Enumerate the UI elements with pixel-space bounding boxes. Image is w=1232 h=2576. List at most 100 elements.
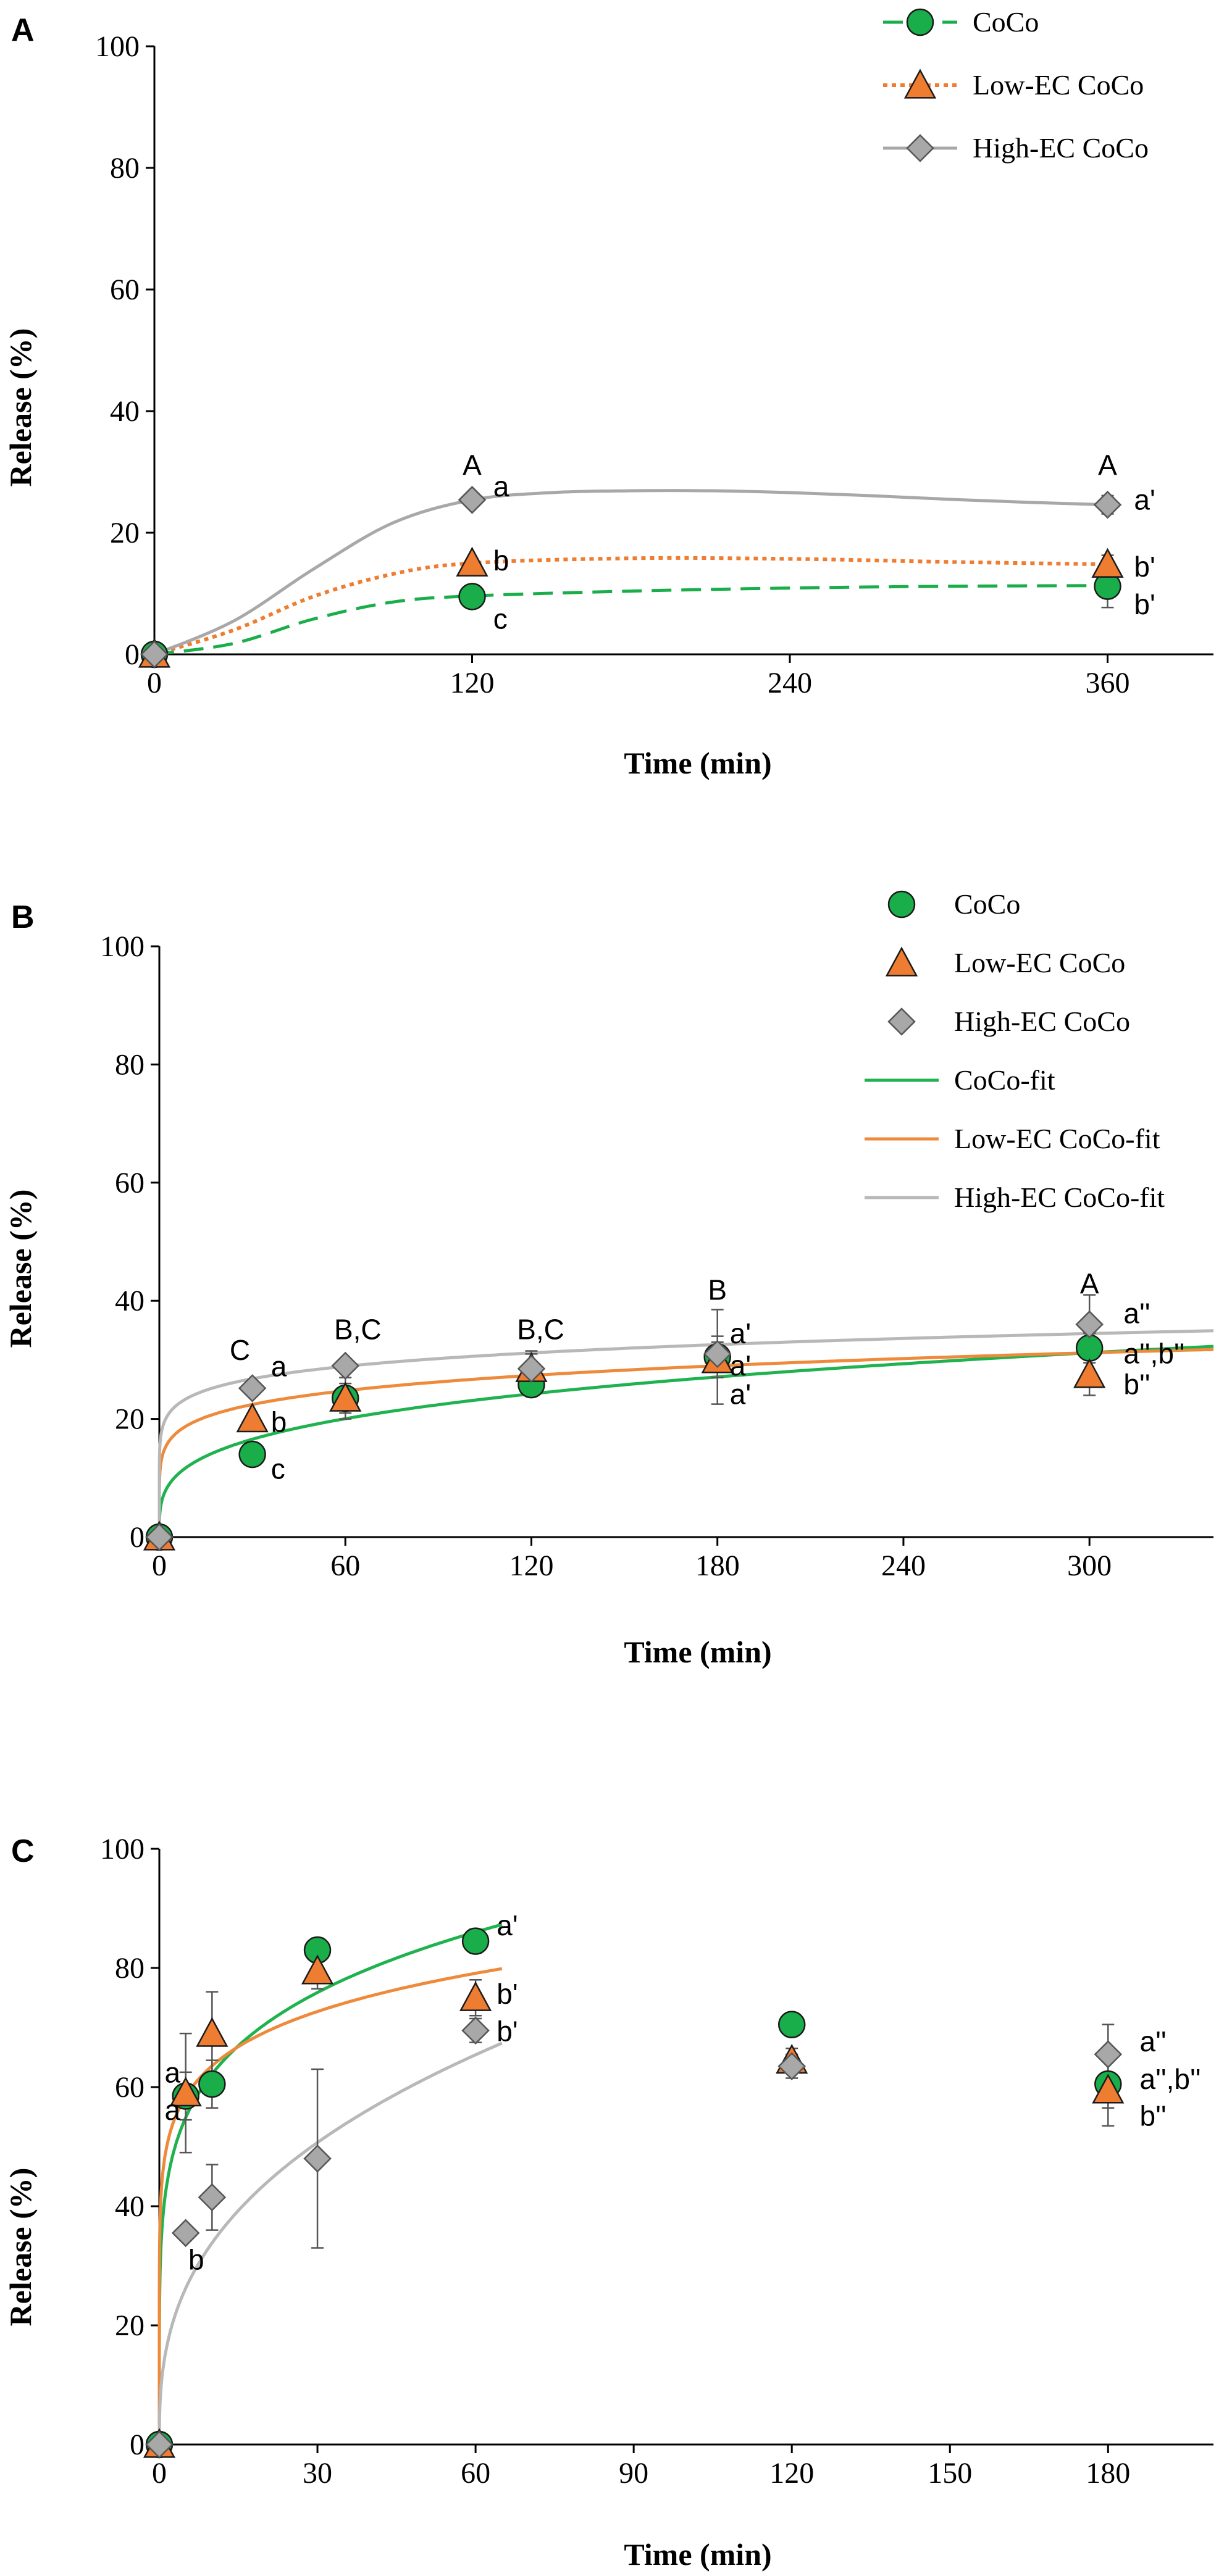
significance-label: a': [497, 1909, 518, 1941]
fit-line: [157, 1923, 503, 2445]
fit-line: [157, 1344, 1214, 1537]
x-axis-label: Time (min): [624, 746, 771, 780]
data-point: [1093, 490, 1122, 519]
significance-label: b': [497, 1978, 518, 2010]
legend-label: Low-EC CoCo-fit: [954, 1123, 1160, 1154]
x-tick-label: 0: [152, 1549, 167, 1582]
significance-label: b': [1134, 551, 1155, 583]
data-point: [236, 1402, 269, 1433]
y-axis-label: Release (%): [3, 328, 38, 487]
panel-letter-c: C: [11, 1833, 35, 1869]
panel-letter-b: B: [11, 899, 35, 935]
data-point: [777, 2052, 806, 2080]
y-axis-label: Release (%): [3, 2168, 38, 2327]
x-tick-label: 120: [450, 667, 495, 699]
significance-label: a'': [1123, 1298, 1150, 1330]
significance-label: B: [708, 1273, 727, 1306]
y-tick-label: 60: [110, 273, 140, 306]
fit-line: [157, 1329, 1214, 1537]
significance-label: b: [271, 1406, 287, 1438]
x-tick-label: 300: [1067, 1549, 1112, 1582]
x-tick-label: 180: [1086, 2457, 1130, 2490]
significance-label: c: [271, 1453, 285, 1485]
legend-label: High-EC CoCo: [954, 1006, 1130, 1037]
series-line: [154, 489, 1108, 656]
significance-label: a'',b'': [1140, 2063, 1201, 2095]
y-tick-label: 80: [110, 152, 140, 185]
significance-label: b'': [1123, 1368, 1150, 1400]
significance-label: B,C: [517, 1313, 564, 1345]
data-point: [198, 2183, 227, 2212]
legend-label: CoCo-fit: [954, 1064, 1055, 1096]
x-tick-label: 60: [330, 1549, 360, 1582]
panel-b: B Release (%) Time (min) 0 20 40 60 80 100 0 60…: [3, 888, 1214, 1669]
significance-label: a': [1134, 484, 1155, 516]
data-point: [458, 486, 487, 514]
data-point: [461, 1927, 490, 1955]
significance-label: a'': [1140, 2025, 1167, 2057]
data-point: [1075, 1334, 1104, 1362]
data-point: [458, 583, 486, 611]
y-tick-label: 0: [130, 2428, 145, 2461]
significance-label: b: [188, 2243, 204, 2275]
legend-label: CoCo: [954, 888, 1020, 920]
y-tick-label: 20: [115, 2309, 145, 2342]
x-tick-label: 90: [619, 2457, 648, 2490]
data-point: [145, 1523, 174, 1551]
panel-c: C Release (%) Time (min) 0 20 40 60 80 100 0 30…: [3, 1833, 1213, 2572]
significance-label: b: [493, 544, 509, 577]
fit-line: [157, 1967, 503, 2445]
data-point: [1094, 2040, 1123, 2069]
x-tick-label: 0: [147, 667, 162, 699]
significance-label: B,C: [334, 1313, 382, 1345]
x-tick-label: 360: [1086, 667, 1130, 699]
data-point: [301, 1954, 334, 1985]
data-point: [1092, 2074, 1125, 2104]
data-point: [1091, 548, 1124, 578]
data-point: [459, 1981, 492, 2011]
y-tick-label: 40: [115, 2190, 145, 2223]
legend-marker: [906, 134, 934, 162]
x-tick-label: 240: [881, 1549, 926, 1582]
data-point: [456, 546, 488, 577]
y-tick-label: 0: [125, 638, 140, 671]
data-point: [196, 2017, 228, 2047]
legend-marker: [887, 1007, 916, 1036]
y-tick-label: 20: [110, 517, 140, 549]
significance-label: a': [730, 1349, 751, 1382]
data-point: [461, 2016, 490, 2045]
legend-marker: [903, 69, 937, 99]
data-point: [331, 1351, 360, 1380]
x-axis-label: Time (min): [624, 2537, 771, 2572]
data-point: [777, 2011, 806, 2038]
y-tick-label: 40: [110, 395, 140, 428]
panel-letter-a: A: [11, 12, 35, 48]
significance-label: a: [165, 2094, 181, 2126]
data-point: [329, 1382, 362, 1412]
significance-label: a': [730, 1378, 751, 1411]
data-point: [140, 640, 169, 669]
x-tick-label: 180: [695, 1549, 740, 1582]
data-point: [517, 1354, 546, 1383]
legend-label: High-EC CoCo-fit: [954, 1182, 1165, 1213]
data-point: [198, 2070, 226, 2098]
panel-a: A Release (%) Time (min) 0 20 40 60 80 100 0 12…: [3, 6, 1213, 780]
significance-label: b'': [1140, 2100, 1167, 2132]
significance-label: A: [1080, 1268, 1099, 1300]
legend-label: CoCo: [973, 6, 1039, 38]
data-point: [1073, 1358, 1106, 1388]
data-point: [169, 2077, 202, 2107]
significance-label: a: [165, 2056, 181, 2088]
y-tick-label: 100: [100, 1833, 145, 1865]
legend-marker: [887, 890, 916, 919]
data-point: [1075, 1310, 1104, 1339]
legend-label: Low-EC CoCo: [954, 947, 1125, 978]
y-tick-label: 0: [130, 1521, 145, 1554]
x-tick-label: 150: [928, 2457, 972, 2490]
x-tick-label: 0: [152, 2457, 167, 2490]
significance-label: b': [1134, 588, 1155, 620]
y-tick-label: 100: [100, 930, 145, 963]
legend-label: High-EC CoCo: [973, 132, 1149, 164]
x-tick-label: 120: [769, 2457, 814, 2490]
